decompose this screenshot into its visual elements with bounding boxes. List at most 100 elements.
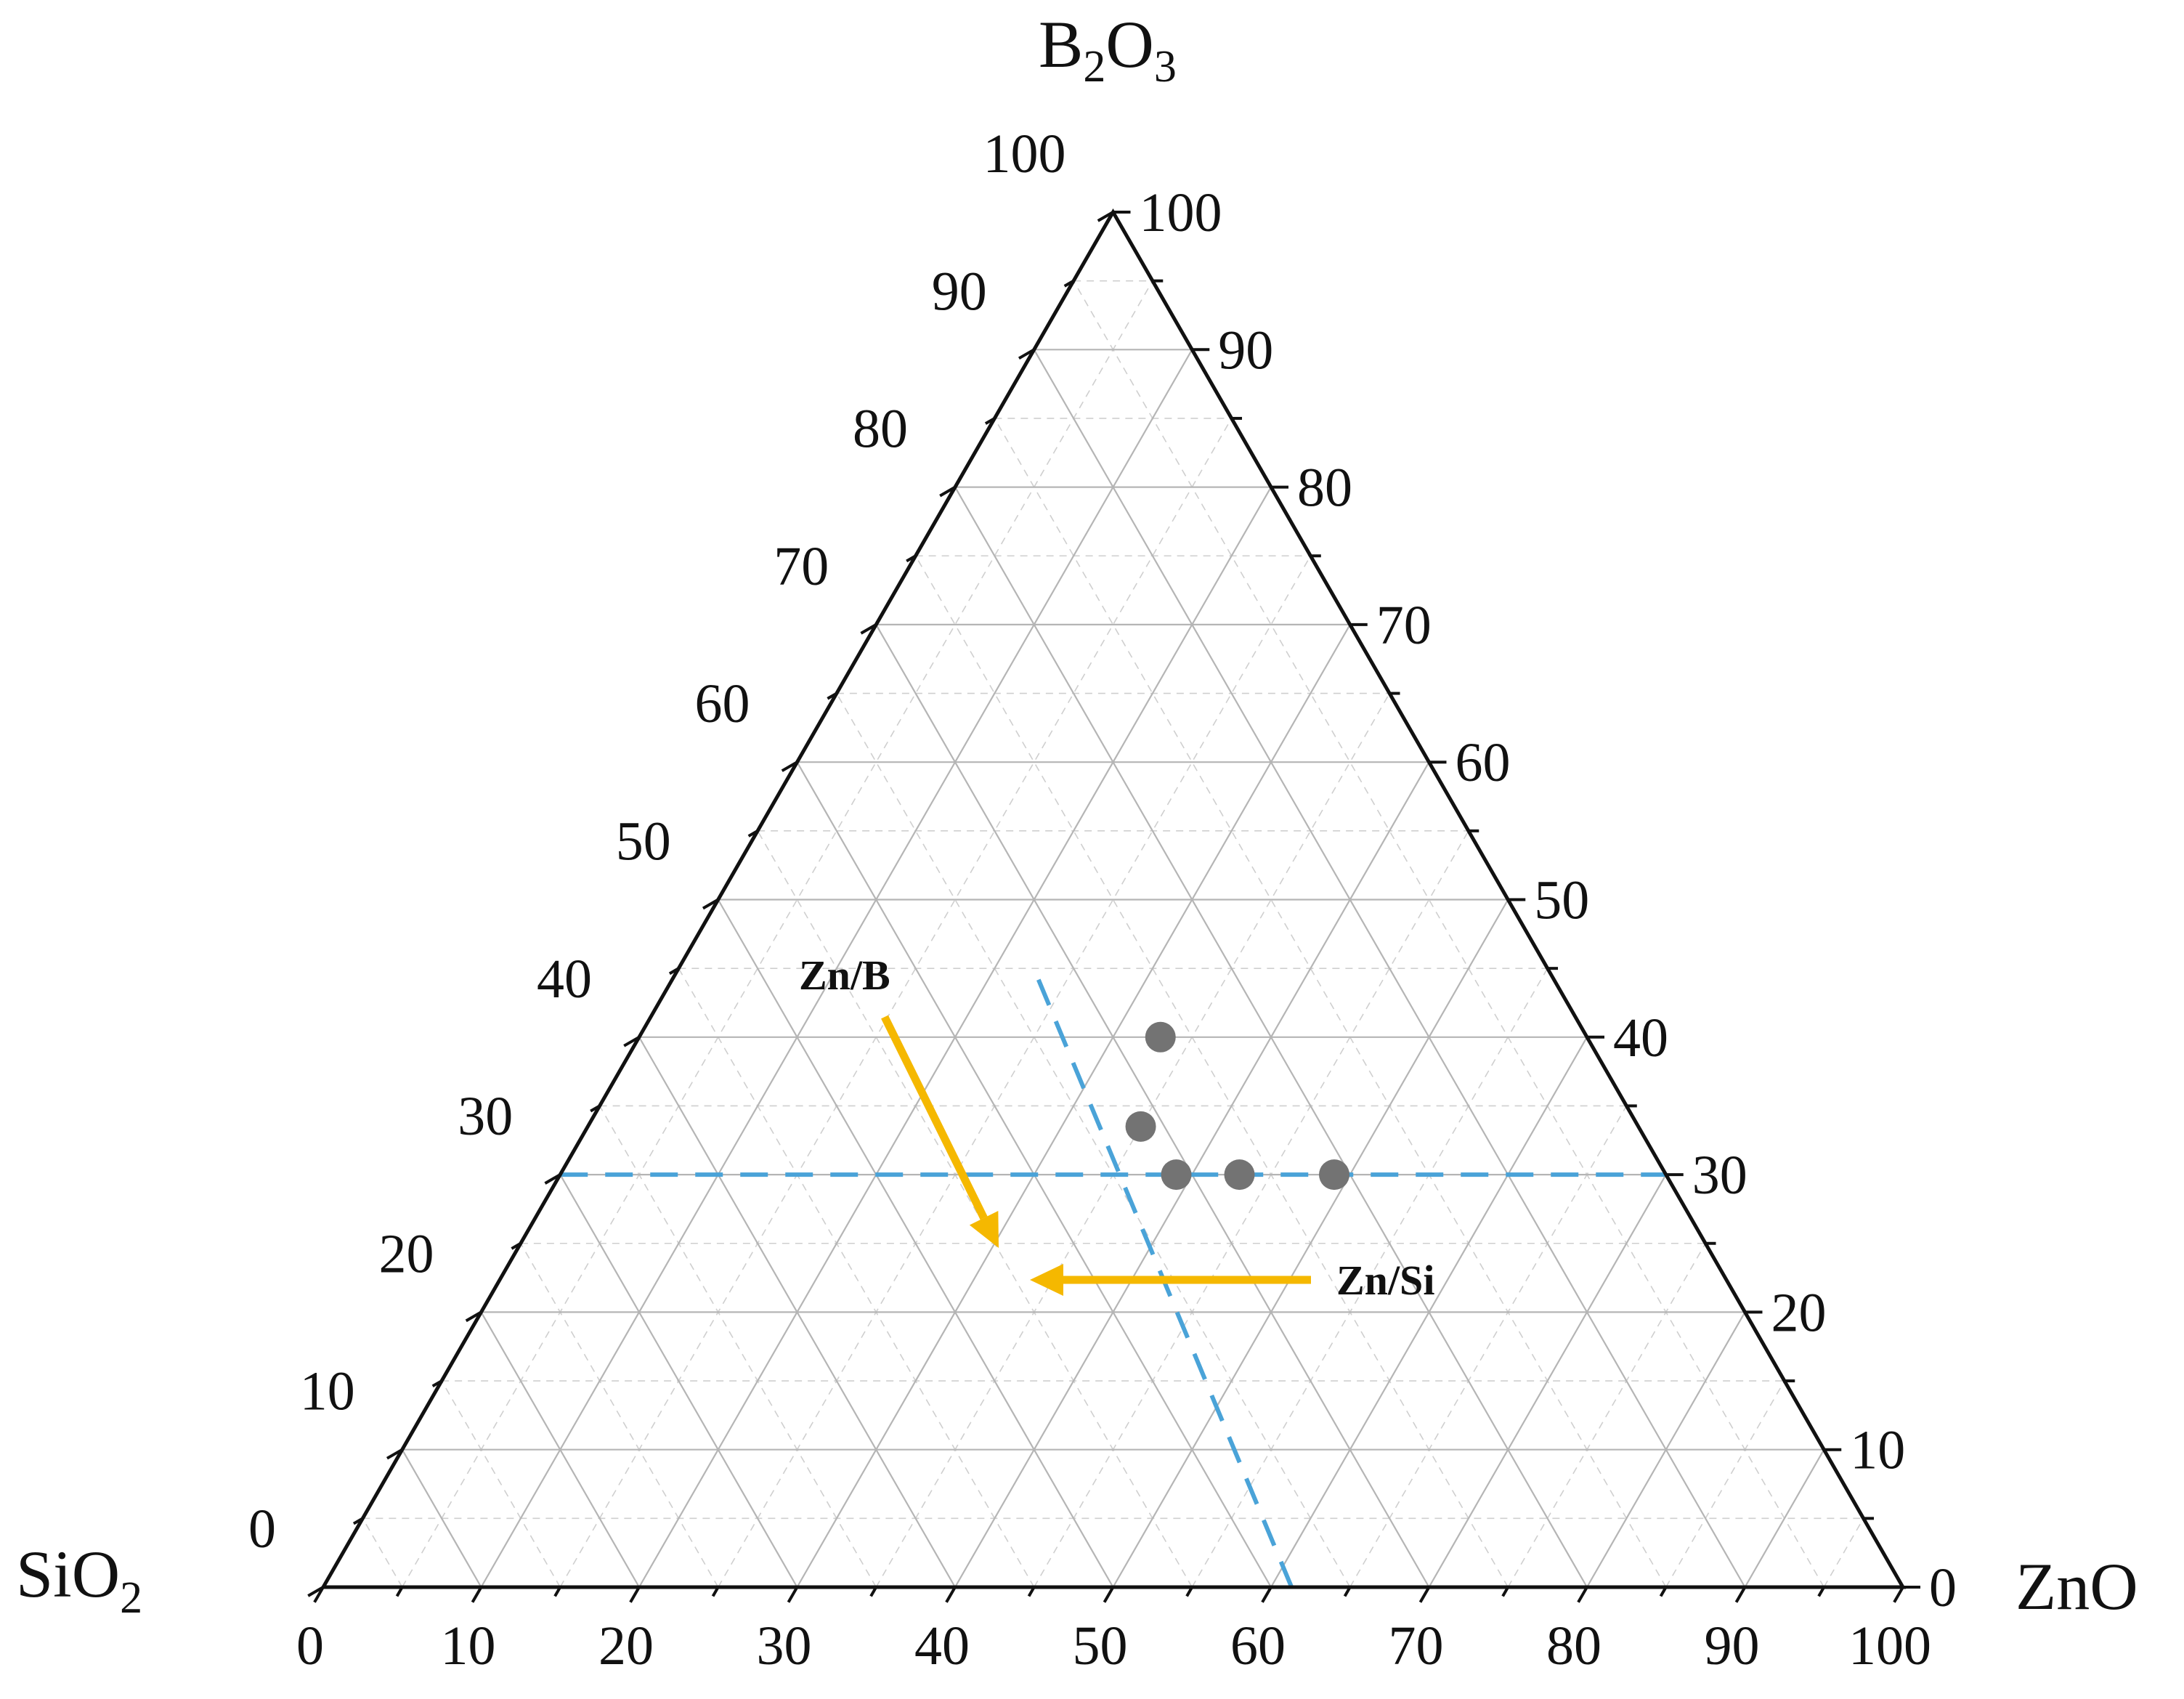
tick-mark — [1343, 1586, 1352, 1597]
tick-mark — [1817, 1586, 1825, 1597]
grid-line-minor — [914, 555, 1509, 1588]
tick-mark — [1577, 1586, 1588, 1603]
tick-label-b2o3: 50 — [616, 811, 671, 872]
data-point — [1161, 1159, 1192, 1191]
grid-line-minor — [1034, 830, 1469, 1588]
tick-label-sio2: 50 — [1534, 870, 1589, 931]
tick-label-sio2: 0 — [1929, 1557, 1957, 1618]
grid-line-major — [796, 624, 1351, 1588]
tick-mark — [1185, 1586, 1193, 1597]
grid-line-minor — [1349, 1106, 1628, 1588]
tick-label-sio2: 20 — [1771, 1282, 1827, 1343]
tick-label-zno: 30 — [757, 1615, 812, 1676]
tick-label-sio2: 80 — [1297, 458, 1352, 519]
arrow-zn-b-head — [969, 1211, 999, 1248]
tick-mark — [1734, 1586, 1747, 1603]
tick-mark — [1103, 1586, 1115, 1603]
tick-mark — [1063, 279, 1075, 288]
tick-mark — [711, 1586, 720, 1597]
grid-line-major — [638, 1037, 956, 1588]
tick-mark — [939, 485, 956, 498]
tick-label-sio2: 30 — [1692, 1145, 1747, 1206]
tick-label-b2o3: 30 — [458, 1086, 513, 1147]
grid-line-minor — [362, 1517, 403, 1588]
tick-mark — [1018, 348, 1035, 360]
tick-mark — [431, 1379, 443, 1387]
data-point — [1145, 1021, 1176, 1053]
annotation-zn-b: Zn/B — [799, 952, 890, 999]
grid-line-minor — [994, 418, 1667, 1588]
grid-line-minor — [875, 693, 1390, 1588]
arrow-zn-si-head — [1030, 1264, 1063, 1296]
tick-mark — [1027, 1586, 1036, 1597]
annotations: Zn/B Zn/Si — [799, 952, 1434, 1304]
grid-line-major — [401, 1449, 482, 1588]
tick-label-sio2: 10 — [1850, 1420, 1905, 1481]
tick-mark — [553, 1586, 561, 1597]
grid-line-minor — [1191, 968, 1548, 1588]
grid-line-major — [1586, 1311, 1746, 1588]
data-point — [1224, 1159, 1255, 1191]
tick-label-b2o3: 90 — [932, 261, 987, 322]
grid-line-minor — [1073, 280, 1824, 1588]
vertex-label-sio2: SiO2 — [16, 1537, 142, 1623]
annotation-arrows — [881, 1015, 1311, 1296]
arrow-zn-b-shaft — [881, 1015, 988, 1220]
grid-line-major — [480, 349, 1193, 1588]
data-point — [1125, 1111, 1156, 1142]
tick-mark — [511, 1242, 521, 1250]
grid-line-major — [1112, 899, 1509, 1588]
vertex-label-zno: ZnO — [2015, 1549, 2138, 1623]
vertex-label-b2o3: B2O3 — [1039, 7, 1177, 92]
tick-mark — [629, 1586, 641, 1603]
tick-label-sio2: 100 — [1140, 182, 1222, 243]
tick-mark — [386, 1448, 403, 1460]
grid-line-minor — [441, 1380, 561, 1588]
axis-ticks — [307, 211, 1920, 1603]
tick-mark — [313, 1586, 325, 1603]
tick-label-sio2: 90 — [1218, 320, 1273, 381]
tick-label-zno: 0 — [296, 1615, 324, 1676]
minor-grid — [362, 280, 1864, 1588]
tick-mark — [906, 554, 917, 563]
tick-label-zno: 90 — [1705, 1615, 1760, 1676]
tick-label-zno: 100 — [1848, 1615, 1931, 1676]
tick-mark — [668, 967, 680, 976]
annotation-zn-si: Zn/Si — [1336, 1257, 1434, 1304]
grid-line-minor — [718, 555, 1312, 1588]
tick-mark — [702, 898, 719, 910]
tick-label-zno: 70 — [1389, 1615, 1444, 1676]
grid-line-minor — [836, 693, 1351, 1588]
tick-label-b2o3: 20 — [379, 1223, 434, 1284]
grid-line-minor — [402, 280, 1153, 1588]
tick-mark — [781, 761, 798, 772]
tick-label-zno: 80 — [1546, 1615, 1602, 1676]
grid-line-minor — [559, 418, 1233, 1588]
grid-line-minor — [1507, 1243, 1706, 1588]
tick-label-zno: 40 — [914, 1615, 970, 1676]
tick-mark — [787, 1586, 799, 1603]
tick-mark — [1097, 211, 1114, 222]
tick-mark — [590, 1104, 601, 1113]
tick-mark — [1659, 1586, 1668, 1597]
tick-label-sio2: 40 — [1613, 1007, 1668, 1069]
major-grid — [401, 349, 1825, 1588]
tick-mark — [471, 1586, 483, 1603]
tick-label-b2o3: 60 — [695, 673, 750, 734]
tick-mark — [465, 1310, 482, 1323]
grid-line-major — [1033, 349, 1746, 1588]
tick-mark — [352, 1517, 364, 1525]
tick-mark — [1501, 1586, 1509, 1597]
grid-line-minor — [678, 968, 1035, 1588]
grid-line-major — [875, 624, 1430, 1588]
grid-line-major — [717, 899, 1114, 1588]
tick-mark — [307, 1586, 325, 1597]
tick-label-b2o3: 80 — [853, 399, 908, 460]
tick-label-zno: 50 — [1073, 1615, 1128, 1676]
tick-mark — [860, 623, 877, 635]
grid-line-major — [480, 1311, 640, 1588]
axis-tick-labels: 0001010102020203030304040405050506060607… — [248, 123, 1957, 1676]
grid-line-minor — [598, 1106, 877, 1588]
tick-label-sio2: 70 — [1376, 595, 1432, 656]
